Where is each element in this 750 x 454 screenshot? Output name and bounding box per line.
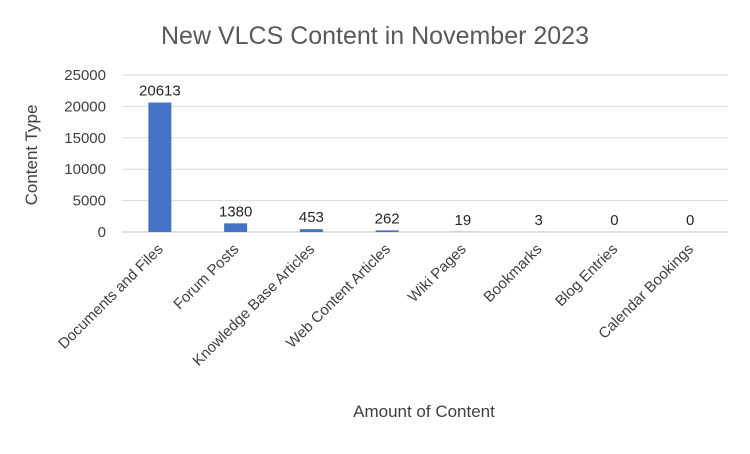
category-label: Documents and Files	[55, 241, 167, 353]
category-label: Forum Posts	[170, 241, 242, 313]
y-axis-ticks: 0 5000 10000 15000 20000 25000	[64, 67, 106, 241]
data-label: 0	[610, 212, 618, 229]
bar	[224, 223, 247, 232]
bar	[148, 103, 171, 232]
data-label: 0	[686, 212, 694, 229]
x-axis-title: Amount of Content	[353, 402, 495, 421]
data-label: 20613	[139, 83, 181, 100]
data-label: 3	[534, 212, 542, 229]
data-label: 453	[299, 209, 324, 226]
y-tick-label: 0	[98, 224, 106, 241]
y-axis-title: Content Type	[22, 105, 41, 206]
data-label: 19	[455, 212, 472, 229]
bar	[300, 229, 323, 232]
bar	[376, 230, 399, 232]
bars	[148, 103, 550, 232]
y-tick-label: 10000	[64, 161, 106, 178]
chart-title: New VLCS Content in November 2023	[161, 22, 589, 50]
y-tick-label: 25000	[64, 67, 106, 84]
category-label: Knowledge Base Articles	[189, 241, 318, 370]
data-labels: 20613 1380 453 262 19 3 0 0	[139, 83, 694, 229]
gridlines	[122, 75, 728, 232]
category-label: Blog Entries	[552, 241, 621, 310]
category-label: Bookmarks	[480, 241, 545, 306]
category-label: Wiki Pages	[405, 241, 470, 306]
y-tick-label: 20000	[64, 98, 106, 115]
y-tick-label: 5000	[73, 193, 106, 210]
y-tick-label: 15000	[64, 130, 106, 147]
data-label: 1380	[219, 203, 252, 220]
data-label: 262	[375, 210, 400, 227]
